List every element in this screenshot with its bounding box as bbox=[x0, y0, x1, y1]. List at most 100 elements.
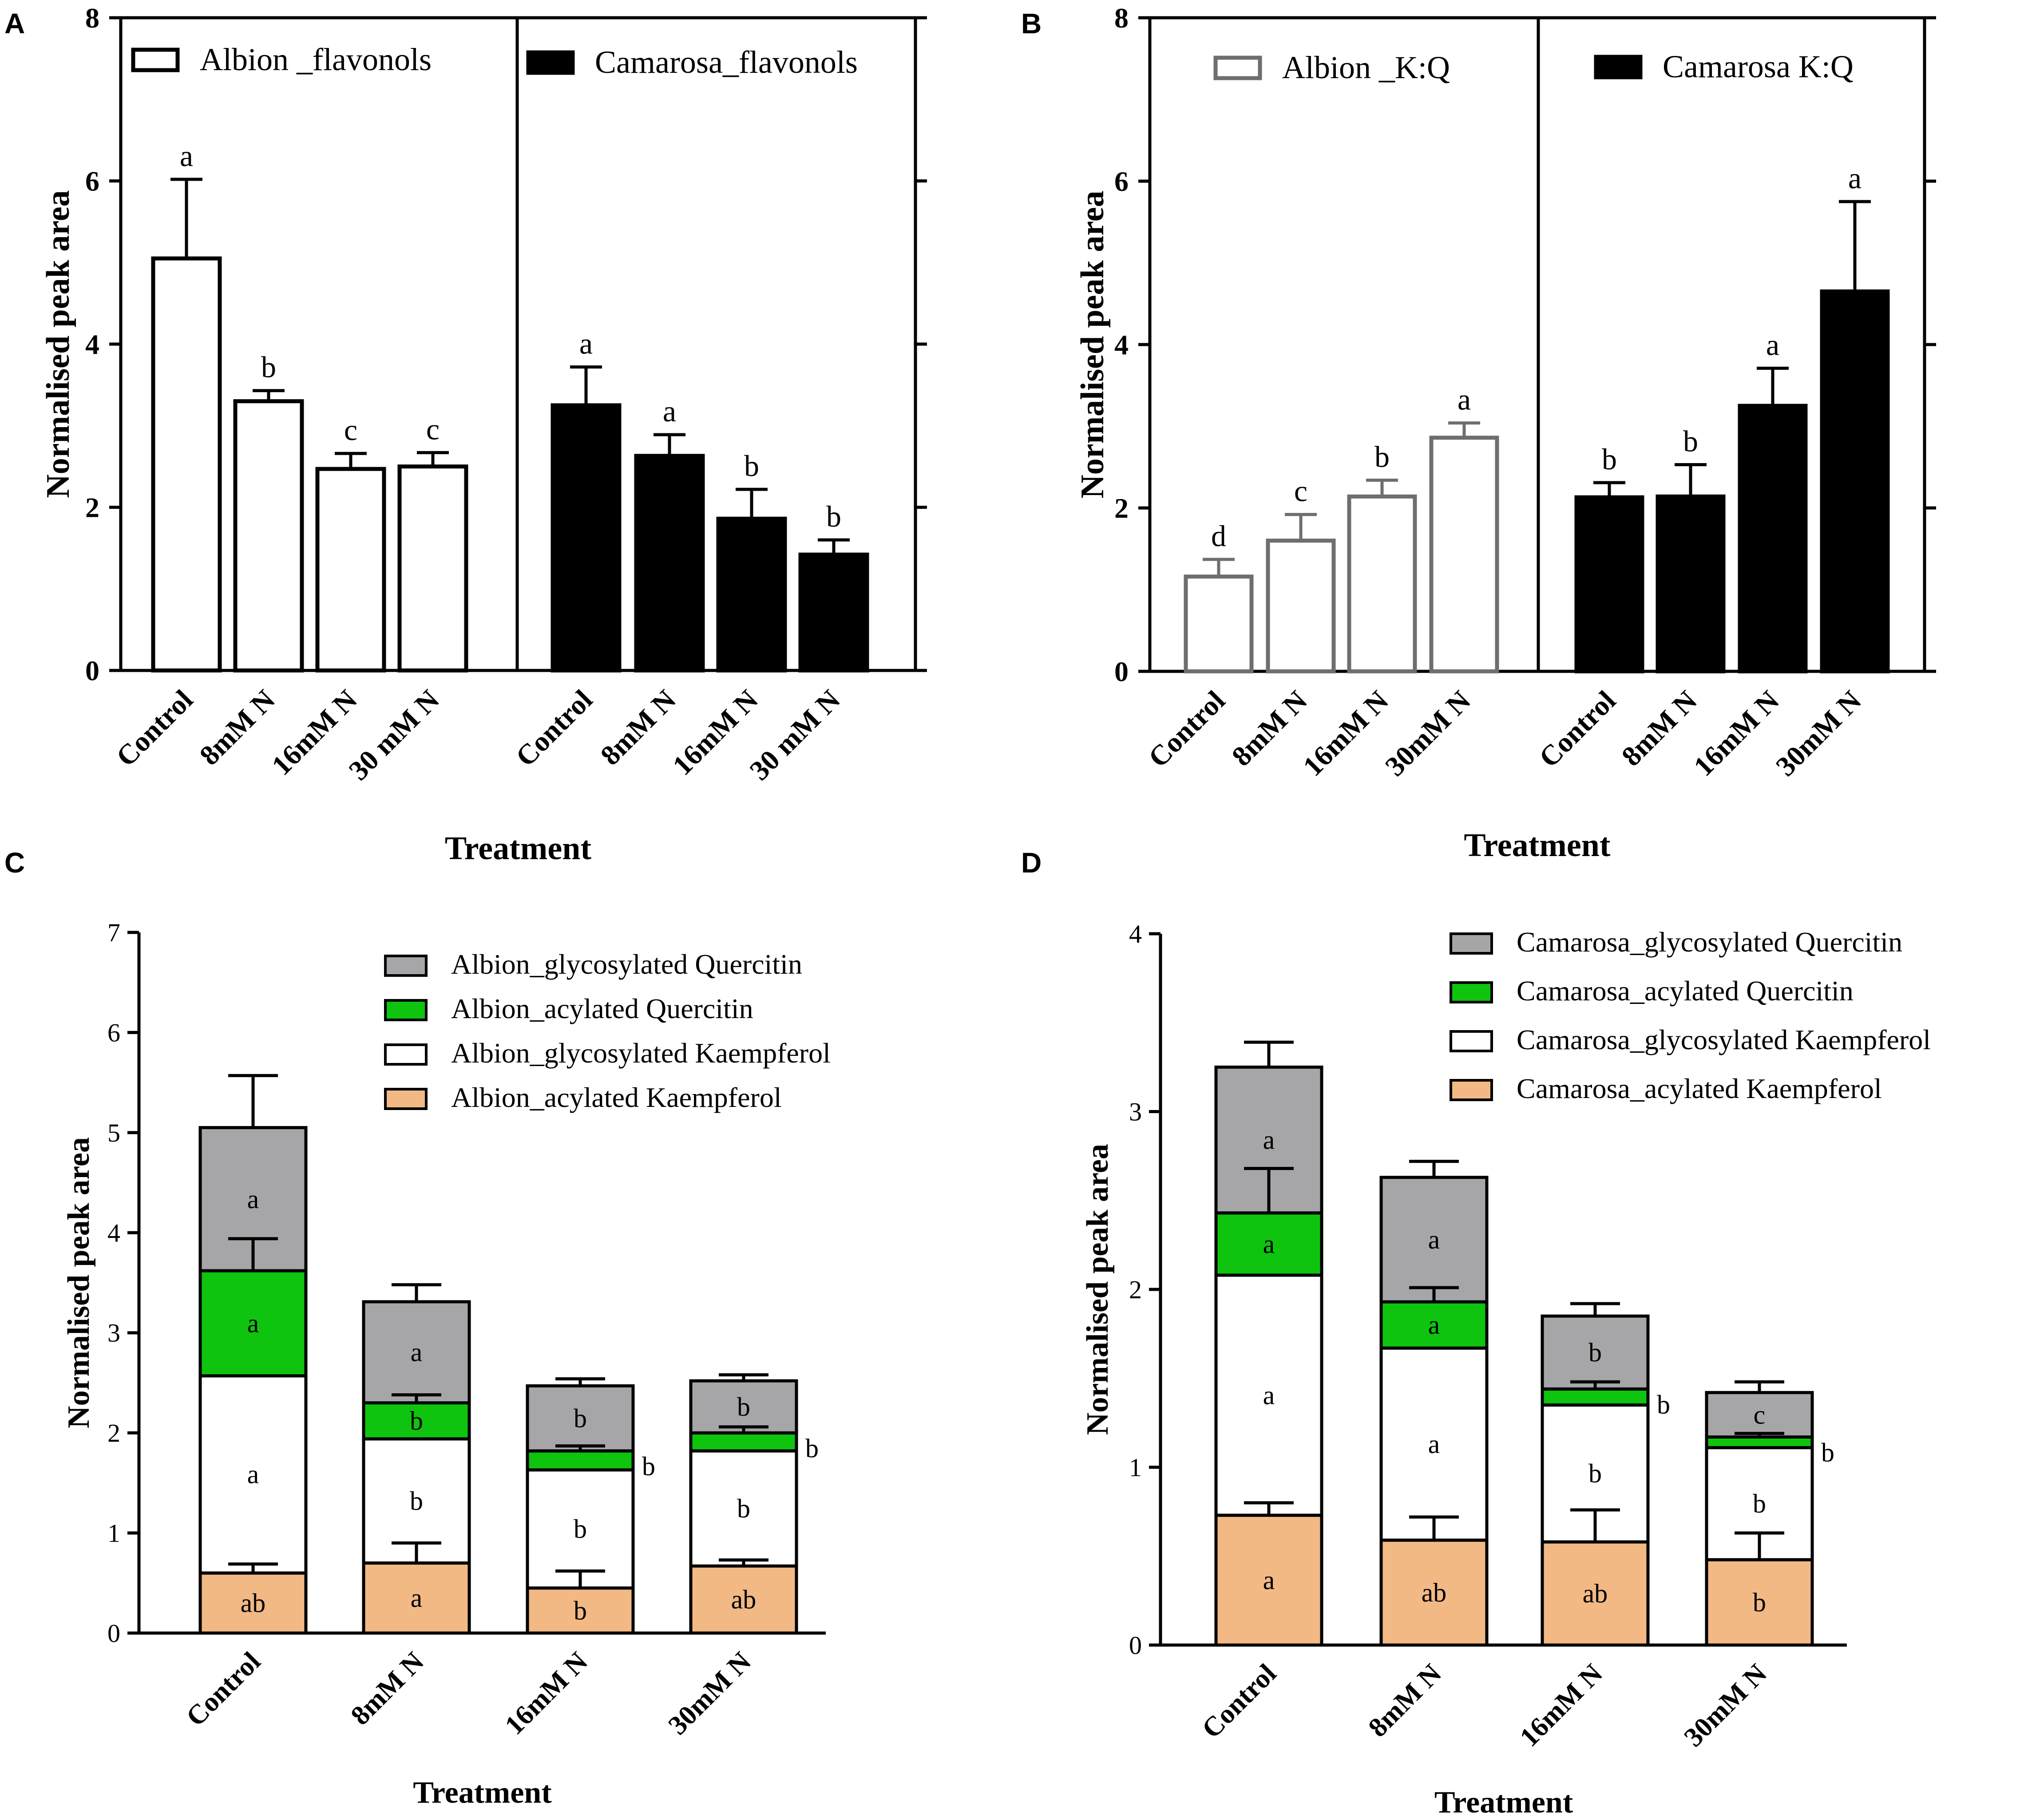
stacked-segment bbox=[1214, 1211, 1323, 1277]
bar bbox=[1738, 404, 1808, 674]
stacked-segment bbox=[362, 1300, 471, 1405]
legend-swatch bbox=[384, 1088, 428, 1110]
y-tick-label: 3 bbox=[107, 1319, 120, 1348]
significance-letter: a bbox=[1263, 1126, 1275, 1155]
bar bbox=[1184, 575, 1254, 674]
legend-label: Camarosa_glycosylated Quercitin bbox=[1517, 926, 1902, 958]
panel-label: B bbox=[1021, 8, 1042, 40]
legend-label: Albion_glycosylated Quercitin bbox=[451, 948, 802, 980]
bar bbox=[397, 464, 468, 673]
significance-letter: a bbox=[1766, 328, 1779, 361]
panel-label: C bbox=[4, 847, 25, 879]
significance-letter: c bbox=[1754, 1400, 1766, 1429]
bar bbox=[798, 552, 869, 673]
significance-letter: b bbox=[261, 350, 276, 384]
y-tick-label: 2 bbox=[1114, 492, 1129, 524]
significance-letter: a bbox=[1263, 1229, 1275, 1259]
y-tick-label: 8 bbox=[1114, 2, 1129, 34]
legend-label: Albion _K:Q bbox=[1282, 50, 1450, 85]
legend-swatch bbox=[1450, 1079, 1493, 1101]
significance-letter: b bbox=[1602, 442, 1617, 476]
significance-letter: a bbox=[1263, 1566, 1275, 1595]
y-tick-label: 0 bbox=[1114, 656, 1129, 687]
legend-label: Albion_acylated Kaempferol bbox=[451, 1082, 782, 1113]
significance-letter: ab bbox=[1583, 1579, 1608, 1608]
legend-swatch bbox=[1450, 932, 1493, 955]
significance-letter: a bbox=[1428, 1429, 1440, 1459]
significance-letter: a bbox=[663, 394, 676, 428]
y-tick-label: 4 bbox=[85, 329, 99, 360]
stacked-segment bbox=[198, 1571, 308, 1635]
y-tick-label: 6 bbox=[85, 166, 99, 197]
significance-letter: b bbox=[1821, 1438, 1834, 1467]
legend-swatch bbox=[384, 955, 428, 977]
y-tick-label: 8 bbox=[85, 2, 99, 34]
y-tick-label: 4 bbox=[107, 1218, 120, 1247]
stacked-segment bbox=[198, 1269, 308, 1378]
stacked-segment bbox=[1705, 1435, 1814, 1449]
bar bbox=[1656, 494, 1726, 674]
bar bbox=[315, 467, 386, 673]
y-tick-label: 0 bbox=[85, 655, 99, 686]
significance-letter: b bbox=[410, 1406, 423, 1435]
y-tick-label: 4 bbox=[1114, 329, 1129, 361]
stacked-segment bbox=[689, 1431, 798, 1453]
significance-letter: b bbox=[574, 1596, 587, 1625]
y-tick-label: 6 bbox=[1114, 166, 1129, 197]
y-tick-label: 1 bbox=[1129, 1453, 1142, 1482]
stacked-segment bbox=[1541, 1387, 1650, 1407]
stacked-segment bbox=[1541, 1540, 1650, 1647]
bar bbox=[233, 399, 304, 673]
x-axis-title: Treatment bbox=[1464, 827, 1611, 864]
stacked-segment bbox=[1379, 1300, 1489, 1350]
significance-letter: a bbox=[180, 139, 193, 173]
significance-letter: c bbox=[426, 412, 440, 446]
significance-letter: a bbox=[1263, 1380, 1275, 1410]
legend-label: Camarosa_flavonols bbox=[595, 44, 858, 80]
significance-letter: b bbox=[744, 449, 759, 483]
significance-letter: b bbox=[642, 1452, 655, 1481]
significance-letter: c bbox=[344, 413, 357, 447]
stacked-segment bbox=[526, 1449, 635, 1472]
legend-label: Albion_acylated Quercitin bbox=[451, 993, 753, 1024]
stacked-segment bbox=[1705, 1558, 1814, 1647]
y-tick-label: 2 bbox=[85, 492, 99, 523]
stacked-segment bbox=[1214, 1273, 1323, 1517]
significance-letter: b bbox=[1588, 1338, 1602, 1367]
bar bbox=[1347, 494, 1417, 674]
y-tick-label: 6 bbox=[107, 1018, 120, 1047]
significance-letter: ab bbox=[241, 1588, 266, 1618]
legend-label: Albion_glycosylated Kaempferol bbox=[451, 1037, 831, 1069]
bar bbox=[1574, 495, 1644, 674]
bar bbox=[1266, 539, 1336, 674]
significance-letter: b bbox=[410, 1486, 423, 1515]
y-tick-label: 0 bbox=[1129, 1631, 1142, 1660]
stacked-segment bbox=[526, 1586, 635, 1635]
significance-letter: a bbox=[247, 1460, 259, 1489]
significance-letter: b bbox=[574, 1515, 587, 1544]
legend-swatch bbox=[384, 999, 428, 1021]
significance-letter: a bbox=[247, 1308, 259, 1338]
bar bbox=[716, 516, 787, 673]
significance-letter: b bbox=[574, 1404, 587, 1433]
y-tick-label: 7 bbox=[107, 918, 120, 947]
bar bbox=[551, 403, 622, 673]
legend-swatch bbox=[526, 50, 575, 75]
y-tick-label: 0 bbox=[107, 1619, 120, 1648]
stacked-segment bbox=[1705, 1391, 1814, 1439]
significance-letter: b bbox=[1374, 440, 1390, 473]
significance-letter: b bbox=[1753, 1489, 1766, 1519]
y-axis-title: Normalised peak area bbox=[40, 190, 76, 498]
x-axis-title: Treatment bbox=[413, 1776, 551, 1810]
bar bbox=[1429, 436, 1499, 674]
y-tick-label: 1 bbox=[107, 1519, 120, 1548]
legend-label: Camarosa K:Q bbox=[1663, 49, 1854, 84]
panel-label: D bbox=[1021, 847, 1042, 879]
panel-label: A bbox=[4, 8, 25, 40]
y-tick-label: 5 bbox=[107, 1118, 120, 1147]
legend-swatch bbox=[131, 48, 180, 72]
significance-letter: b bbox=[1588, 1459, 1602, 1488]
significance-letter: c bbox=[1294, 474, 1307, 508]
significance-letter: d bbox=[1211, 519, 1226, 553]
